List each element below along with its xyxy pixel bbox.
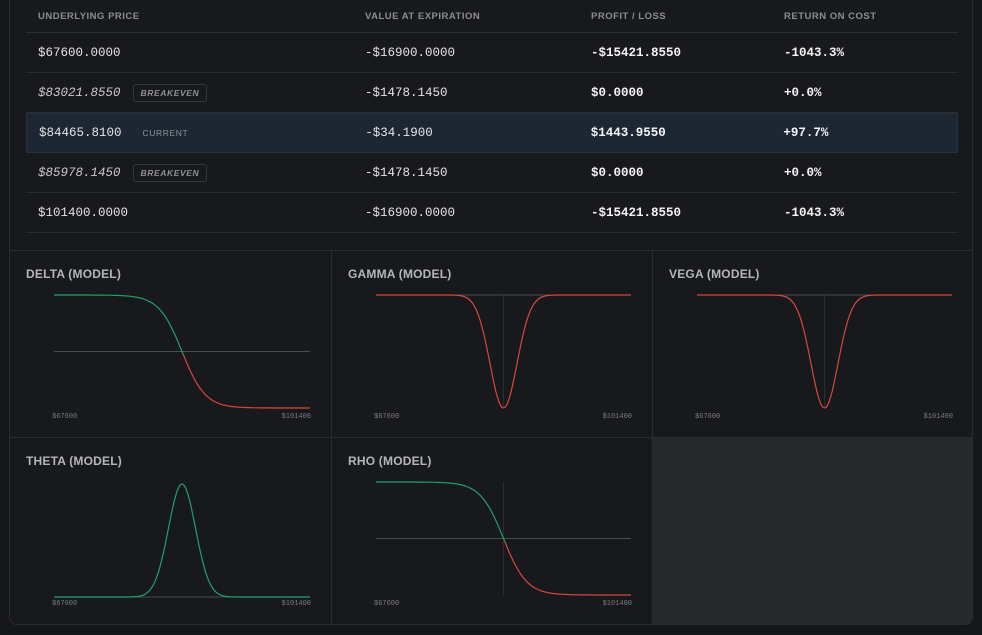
price-cell: $85978.1450 BREAKEVEN [26,163,353,182]
table-row-current[interactable]: $84465.8100 CURRENT -$34.1900 $1443.9550 … [26,113,958,153]
chart-title: VEGA (MODEL) [669,267,760,281]
return-cell: -1043.3% [784,205,845,220]
table-row[interactable]: $85978.1450 BREAKEVEN -$1478.1450 $0.0000… [26,153,958,193]
price-value: $85978.1450 [38,165,121,180]
header-underlying-price: UNDERLYING PRICE [38,10,140,22]
gamma-chart-card: GAMMA (MODEL) $67600 $101400 [332,251,653,438]
x-min-label: $67600 [52,600,77,608]
return-cell: +0.0% [784,85,822,100]
rho-curve [504,541,631,596]
header-value-at-expiration: VALUE AT EXPIRATION [365,10,481,22]
x-min-label: $67600 [695,413,720,421]
value-cell: -$16900.0000 [365,45,456,60]
theta-chart-card: THETA (MODEL) $67600 $101400 [10,438,332,624]
x-max-label: $101400 [282,413,311,421]
pl-cell: $1443.9550 [590,126,666,140]
table-row[interactable]: $67600.0000 -$16900.0000 -$15421.8550 -1… [26,33,958,73]
x-max-label: $101400 [603,600,632,608]
value-cell: -$1478.1450 [365,165,448,180]
delta-curve [182,354,310,409]
value-cell: -$34.1900 [365,126,433,140]
delta-curve [54,294,184,355]
pl-cell: $0.0000 [591,165,644,180]
x-min-label: $67600 [52,413,77,421]
header-return-on-cost: RETURN ON COST [784,10,877,22]
price-value: $101400.0000 [38,205,129,220]
theta-curve [54,483,310,598]
price-cell: $83021.8550 BREAKEVEN [26,83,353,102]
breakeven-badge: BREAKEVEN [132,163,208,182]
price-cell: $101400.0000 [26,206,353,220]
pl-cell: $0.0000 [591,85,644,100]
return-cell: -1043.3% [784,45,845,60]
x-max-label: $101400 [603,413,632,421]
table-row[interactable]: $101400.0000 -$16900.0000 -$15421.8550 -… [26,193,958,233]
value-cell: -$16900.0000 [365,205,456,220]
table-header: UNDERLYING PRICE VALUE AT EXPIRATION PRO… [26,0,958,33]
chart-title: DELTA (MODEL) [26,267,122,281]
vega-curve [697,294,952,409]
header-profit-loss: PROFIT / LOSS [591,10,667,22]
price-value: $84465.8100 [39,126,122,140]
price-cell: $84465.8100 CURRENT [27,124,353,142]
rho-chart: $67600 $101400 [374,481,632,608]
return-cell: +0.0% [784,165,822,180]
delta-chart: $67600 $101400 [52,294,311,421]
breakeven-badge: BREAKEVEN [132,83,208,102]
price-value: $67600.0000 [38,45,121,60]
price-value: $83021.8550 [38,85,121,100]
x-min-label: $67600 [374,600,399,608]
vega-chart: $67600 $101400 [695,294,953,421]
gamma-curve [376,294,631,409]
price-cell: $67600.0000 [26,46,353,60]
table-row[interactable]: $83021.8550 BREAKEVEN -$1478.1450 $0.0000… [26,73,958,113]
chart-title: RHO (MODEL) [348,454,432,468]
chart-title: GAMMA (MODEL) [348,267,452,281]
theta-chart: $67600 $101400 [52,483,311,608]
rho-chart-card: RHO (MODEL) $67600 $101400 [332,438,653,624]
gamma-chart: $67600 $101400 [374,294,632,421]
x-min-label: $67600 [374,413,399,421]
vega-chart-card: VEGA (MODEL) $67600 $101400 [653,251,972,438]
pl-cell: -$15421.8550 [591,45,682,60]
x-max-label: $101400 [282,600,311,608]
return-cell: +97.7% [783,126,829,140]
current-badge: CURRENT [142,128,189,138]
chart-title: THETA (MODEL) [26,454,122,468]
pl-cell: -$15421.8550 [591,205,682,220]
rho-curve [376,481,506,542]
value-cell: -$1478.1450 [365,85,448,100]
empty-chart-slot [653,438,972,624]
greeks-grid: DELTA (MODEL) $67600 $101400 GAMMA (MODEL… [10,250,972,624]
delta-chart-card: DELTA (MODEL) $67600 $101400 [10,251,332,438]
scenario-table: UNDERLYING PRICE VALUE AT EXPIRATION PRO… [26,0,958,233]
payoff-panel: UNDERLYING PRICE VALUE AT EXPIRATION PRO… [9,0,973,625]
x-max-label: $101400 [924,413,953,421]
